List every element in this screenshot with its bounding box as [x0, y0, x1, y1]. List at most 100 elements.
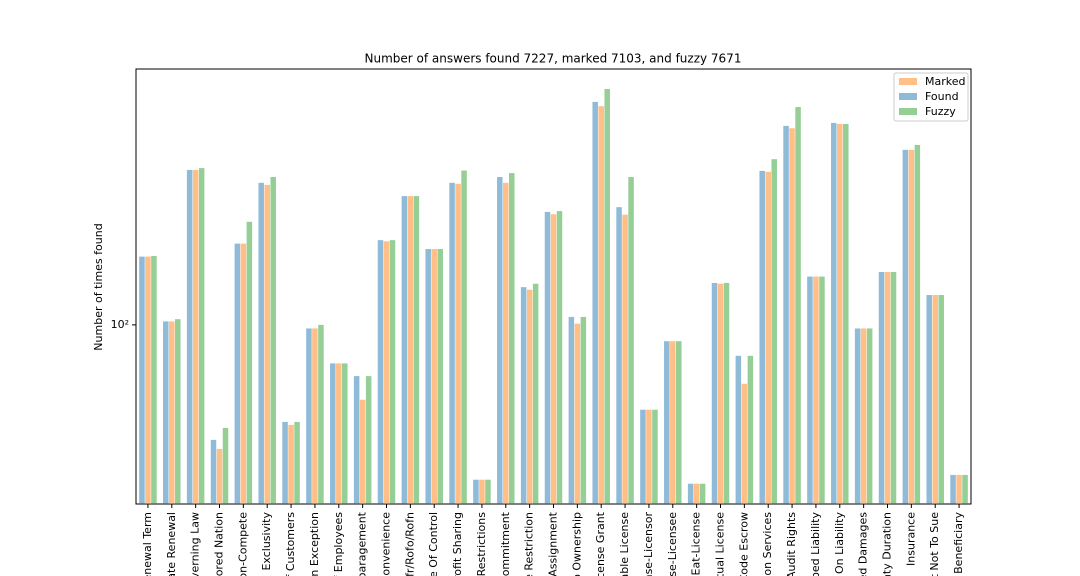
bar: [425, 249, 431, 504]
x-tick-label: Non-Transferable License: [618, 512, 631, 576]
bar: [550, 214, 557, 504]
x-tick-label: No-Solicit Of Customers: [284, 512, 297, 576]
bar: [819, 276, 825, 504]
x-tick-label: Third Party Beneficiary: [952, 512, 965, 576]
bar: [258, 182, 264, 504]
bar: [383, 241, 390, 504]
bar: [210, 439, 217, 504]
bar: [294, 421, 300, 504]
bar: [186, 169, 193, 504]
bar: [336, 363, 342, 504]
y-tick-label: 10²: [111, 318, 129, 331]
bar: [831, 122, 837, 504]
bar: [890, 272, 897, 504]
bar: [574, 323, 581, 504]
bar: [264, 184, 270, 505]
bar: [598, 106, 604, 504]
x-tick-label: Non-Compete: [236, 512, 249, 576]
x-tick-label: License Grant: [594, 511, 607, 576]
bar: [359, 399, 366, 504]
bar: [145, 256, 151, 504]
x-tick-label: Minimum Commitment: [499, 511, 512, 576]
x-tick-label: Rofr/Rofo/Rofn: [403, 512, 416, 576]
bar: [807, 276, 813, 504]
bar: [735, 355, 742, 504]
bar: [789, 128, 795, 504]
x-tick-label: Notice Period To Terminate Renewal: [165, 512, 178, 576]
bar: [151, 255, 157, 504]
bar: [509, 173, 515, 504]
x-tick-label: Irrevocable Or Perpetual License: [714, 512, 727, 576]
bar: [431, 249, 437, 504]
bar: [670, 341, 676, 504]
legend-label: Found: [925, 90, 959, 103]
x-tick-label: Ip Ownership Assignment: [547, 511, 560, 576]
bar: [288, 424, 294, 504]
bar: [532, 283, 539, 504]
bar: [932, 295, 938, 504]
x-tick-label: Cap On Liability: [833, 512, 846, 576]
x-tick-label: Source Code Escrow: [737, 512, 750, 576]
bar: [234, 243, 241, 504]
legend-swatch: [899, 93, 917, 100]
bar: [365, 376, 372, 504]
bar: [604, 88, 610, 504]
bar: [318, 324, 324, 504]
bar: [926, 295, 932, 504]
bar: [723, 282, 730, 504]
bar: [652, 409, 658, 504]
bar: [520, 287, 527, 504]
bar: [580, 316, 587, 504]
x-tick-label: Unlimited/All-You-Can-Eat-License: [690, 512, 703, 576]
bar: [741, 383, 748, 504]
bar: [717, 283, 724, 504]
x-tick-label: Governing Law: [189, 512, 202, 576]
bar: [860, 328, 867, 504]
bar: [854, 328, 861, 504]
x-tick-label: Change Of Control: [427, 512, 440, 576]
bar: [771, 159, 777, 504]
x-tick-label: Volume Restriction: [523, 512, 536, 576]
bar: [878, 272, 885, 504]
bar: [342, 363, 348, 504]
bar: [216, 448, 223, 504]
legend-swatch: [899, 78, 917, 85]
legend-label: Fuzzy: [925, 105, 956, 118]
bar: [163, 321, 169, 504]
bar: [628, 177, 634, 505]
chart-title: Number of answers found 7227, marked 710…: [365, 52, 742, 66]
bar: [377, 240, 384, 504]
bar: [449, 182, 455, 504]
x-tick-label: Uncapped Liability: [809, 512, 822, 576]
bar: [640, 409, 646, 504]
bar: [270, 177, 276, 505]
bar: [246, 221, 253, 504]
bar: [866, 328, 873, 504]
bar: [175, 319, 181, 504]
bar: [693, 483, 700, 504]
bar: [479, 479, 485, 504]
x-tick-label: Covenant Not To Sue: [928, 512, 941, 576]
bar: [884, 272, 891, 504]
bar: [676, 341, 682, 504]
bar: [312, 328, 318, 504]
bar: [664, 341, 670, 504]
bar: [622, 214, 628, 505]
bar: [956, 474, 962, 504]
x-tick-label: Affiliate License-Licensee: [666, 512, 679, 576]
bar: [914, 144, 921, 504]
bar: [950, 474, 956, 504]
bar: [783, 125, 789, 504]
bar: [401, 196, 408, 504]
bar: [687, 483, 694, 504]
bar: [908, 149, 915, 504]
bar: [938, 295, 944, 504]
bar: [592, 101, 598, 505]
y-axis-label: Number of times found: [92, 223, 105, 350]
bar: [556, 211, 563, 505]
bar: [455, 183, 461, 504]
bar: [437, 249, 443, 504]
bar: [616, 207, 622, 505]
bar: [962, 474, 968, 504]
